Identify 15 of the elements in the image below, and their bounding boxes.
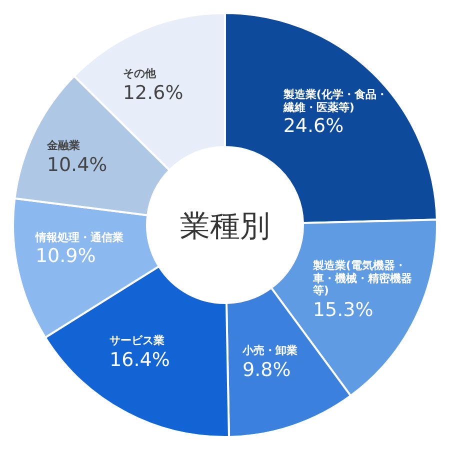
slice-label: その他 (122, 67, 157, 82)
slice-label: 小売・卸業 (242, 344, 298, 358)
slice-label: 金融業 (46, 139, 81, 153)
slice-label: 情報処理・通信業 (35, 230, 124, 244)
data-label: 24.6% (283, 115, 345, 138)
data-label: 16.4% (110, 348, 171, 372)
data-label: 12.6% (122, 82, 184, 105)
slice-label: 製造業(化学・食品・繊維・医薬等) (283, 88, 388, 114)
data-label: 15.3% (312, 299, 374, 322)
data-label: 10.9% (35, 245, 97, 268)
text: 業種別 (180, 209, 270, 244)
slice-label: サービス業 (110, 334, 166, 348)
data-label: 9.8% (242, 358, 292, 382)
data-label: 10.4% (46, 154, 108, 177)
slice-label: 製造業(電気機器・車・機械・精密機器等) (312, 259, 413, 298)
